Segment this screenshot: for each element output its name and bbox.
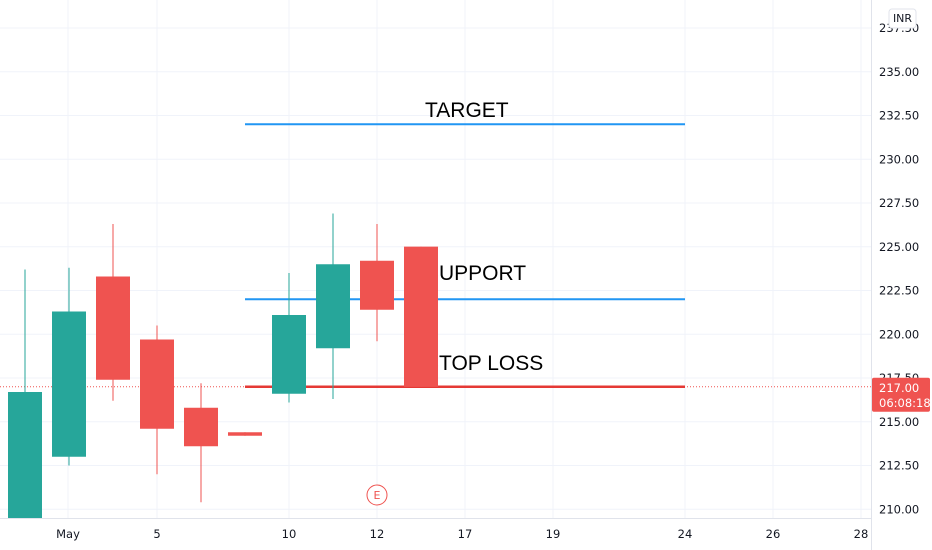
y-tick-label: 215.00: [879, 415, 919, 429]
price-tag-box: [872, 377, 930, 412]
candle[interactable]: [272, 273, 306, 403]
candle[interactable]: [140, 325, 174, 475]
candles[interactable]: [8, 213, 438, 519]
x-tick-label: May: [56, 527, 80, 541]
candle-body: [140, 339, 174, 429]
time-axis[interactable]: May 5 10 12 17 19 24 26 28: [0, 518, 871, 542]
candle-body: [8, 392, 42, 518]
y-tick-label: 210.00: [879, 502, 919, 516]
x-tick-label: 10: [282, 527, 297, 541]
y-tick-label: 222.50: [879, 284, 919, 298]
candle-body: [52, 311, 86, 457]
y-tick-label: 227.50: [879, 196, 919, 210]
x-tick-label: 28: [854, 527, 869, 541]
price-tag-countdown: 06:08:18: [879, 396, 931, 410]
y-tick-label: 220.00: [879, 327, 919, 341]
y-tick-label: 232.50: [879, 109, 919, 123]
annotation-stop-loss: STOP LOSS: [425, 352, 543, 375]
x-tick-label: 24: [678, 527, 693, 541]
x-tick-label: 5: [153, 527, 160, 541]
candle[interactable]: [228, 432, 262, 436]
annotations: TARGET SUPPORT STOP LOSS: [404, 99, 543, 387]
x-tick-label: 26: [766, 527, 781, 541]
candle[interactable]: [52, 267, 86, 466]
candle[interactable]: [316, 213, 350, 400]
candle-body: [316, 264, 350, 349]
y-tick-label: 235.00: [879, 65, 919, 79]
y-tick-label: 225.00: [879, 240, 919, 254]
price-axis[interactable]: 210.00212.50215.00217.50220.00222.50225.…: [871, 0, 920, 550]
candle-body: [360, 260, 394, 310]
candle-body: [96, 276, 130, 380]
candle[interactable]: [184, 383, 218, 503]
annotation-support: SUPPORT: [425, 262, 526, 285]
candle-body-overlay: [404, 246, 438, 387]
currency-label: INR: [893, 12, 912, 25]
candle-body: [228, 432, 262, 436]
y-tick-label: 230.00: [879, 152, 919, 166]
event-marker[interactable]: E: [366, 484, 388, 506]
candle-body: [272, 315, 306, 394]
x-tick-label: 19: [546, 527, 561, 541]
currency-badge[interactable]: INR: [888, 8, 917, 29]
candle-body: [184, 407, 218, 447]
candle[interactable]: [8, 269, 42, 519]
y-tick-label: 212.50: [879, 459, 919, 473]
x-tick-label: 12: [370, 527, 385, 541]
currency-badge-box: [888, 8, 917, 29]
candle[interactable]: [360, 224, 394, 342]
candle[interactable]: [96, 224, 130, 401]
event-marker-label: E: [374, 489, 381, 502]
price-tag-price: 217.00: [879, 381, 919, 395]
event-marker-circle[interactable]: [366, 484, 388, 506]
x-tick-label: 17: [458, 527, 473, 541]
annotation-target: TARGET: [425, 99, 509, 122]
